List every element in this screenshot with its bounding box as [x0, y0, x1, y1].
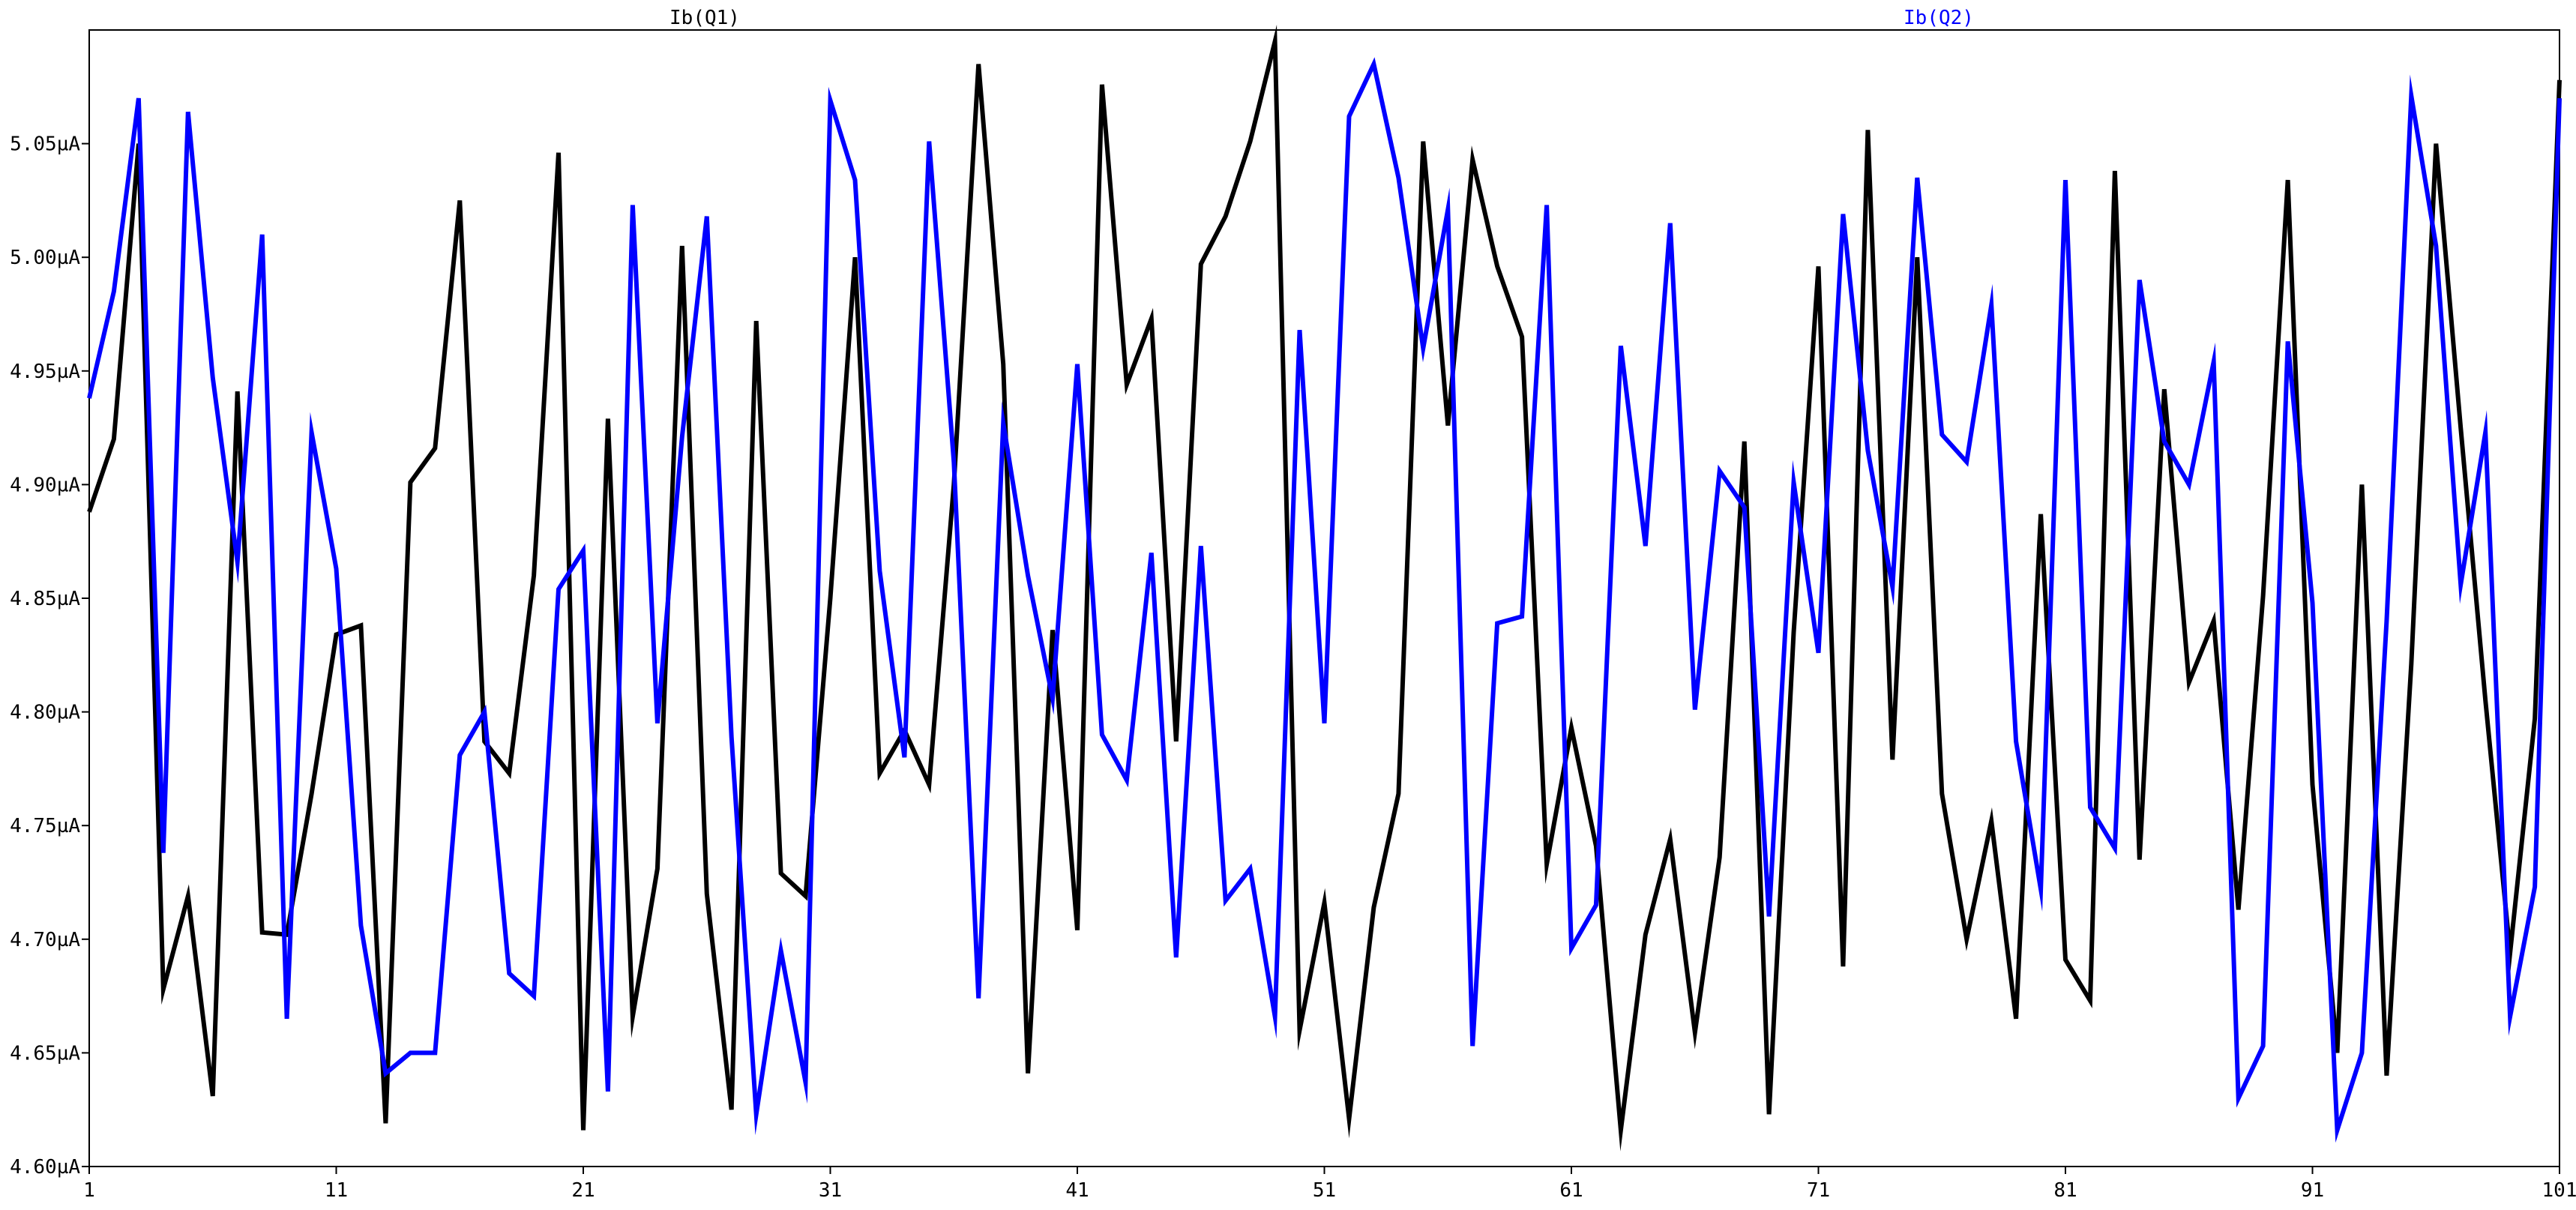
y-tick-label: 4.70µA [10, 929, 80, 951]
x-tick-label: 11 [325, 1179, 348, 1202]
x-tick-label: 71 [1807, 1179, 1830, 1202]
y-tick-label: 4.80µA [10, 702, 80, 724]
y-tick-label: 4.65µA [10, 1042, 80, 1065]
x-tick-label: 91 [2301, 1179, 2324, 1202]
x-tick-label: 1 [83, 1179, 95, 1202]
x-tick-label: 21 [571, 1179, 595, 1202]
x-axis: 1 11 21 31 41 51 61 71 81 91 101 [83, 1167, 2576, 1202]
y-tick-label: 5.05µA [10, 133, 80, 156]
y-axis: 4.60µA 4.65µA 4.70µA 4.75µA 4.80µA 4.85µA 4.90… [10, 133, 89, 1179]
y-tick-label: 4.75µA [10, 815, 80, 837]
x-tick-label: 101 [2542, 1179, 2576, 1202]
y-tick-label: 4.60µA [10, 1156, 80, 1179]
series-line-ib-q1 [87, 24, 2562, 1152]
x-tick-label: 41 [1065, 1179, 1089, 1202]
y-tick-label: 5.00µA [10, 247, 80, 269]
x-tick-label: 81 [2053, 1179, 2077, 1202]
x-tick-label: 31 [819, 1179, 842, 1202]
legend-label-q2: Ib(Q2) [1904, 7, 1974, 29]
x-tick-label: 51 [1313, 1179, 1336, 1202]
y-tick-label: 4.85µA [10, 588, 80, 610]
legend-label-q1: Ib(Q1) [669, 7, 740, 29]
series-line-ib-q2 [87, 57, 2562, 1143]
y-tick-label: 4.95µA [10, 361, 80, 383]
x-tick-label: 61 [1559, 1179, 1583, 1202]
series-layer [87, 24, 2562, 1152]
y-tick-label: 4.90µA [10, 474, 80, 496]
